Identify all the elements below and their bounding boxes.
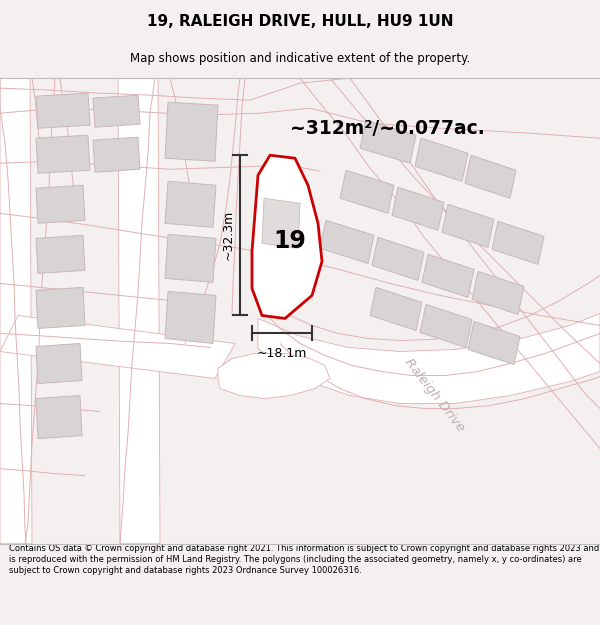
Text: Map shows position and indicative extent of the property.: Map shows position and indicative extent…: [130, 52, 470, 65]
Polygon shape: [165, 181, 216, 228]
Polygon shape: [218, 354, 330, 399]
Polygon shape: [442, 204, 494, 248]
Polygon shape: [36, 344, 82, 384]
Polygon shape: [36, 185, 85, 223]
Polygon shape: [252, 155, 322, 319]
Text: Raleigh Drive: Raleigh Drive: [403, 356, 467, 434]
Polygon shape: [36, 93, 90, 128]
Polygon shape: [36, 288, 85, 329]
Text: 19: 19: [274, 229, 307, 253]
Polygon shape: [93, 138, 140, 172]
Text: Contains OS data © Crown copyright and database right 2021. This information is : Contains OS data © Crown copyright and d…: [9, 544, 599, 576]
Text: ~312m²/~0.077ac.: ~312m²/~0.077ac.: [290, 119, 485, 138]
Polygon shape: [472, 271, 524, 314]
Polygon shape: [360, 120, 416, 163]
Polygon shape: [36, 236, 85, 273]
Text: 19, RALEIGH DRIVE, HULL, HU9 1UN: 19, RALEIGH DRIVE, HULL, HU9 1UN: [147, 14, 453, 29]
Polygon shape: [370, 288, 422, 331]
Polygon shape: [0, 78, 32, 544]
Polygon shape: [0, 316, 235, 379]
Polygon shape: [258, 314, 600, 404]
Polygon shape: [165, 234, 216, 282]
Polygon shape: [392, 188, 444, 231]
Polygon shape: [165, 291, 216, 344]
Polygon shape: [468, 321, 520, 364]
Polygon shape: [465, 155, 516, 198]
Polygon shape: [340, 170, 394, 213]
Polygon shape: [320, 221, 374, 263]
Polygon shape: [165, 102, 218, 161]
Polygon shape: [492, 221, 544, 264]
Polygon shape: [372, 238, 424, 281]
Polygon shape: [36, 396, 82, 439]
Polygon shape: [262, 198, 300, 248]
Polygon shape: [415, 138, 468, 181]
Polygon shape: [420, 304, 472, 348]
Text: ~32.3m: ~32.3m: [222, 210, 235, 261]
Polygon shape: [118, 78, 160, 544]
Text: ~18.1m: ~18.1m: [257, 348, 307, 361]
Polygon shape: [36, 135, 90, 173]
Polygon shape: [422, 254, 474, 298]
Polygon shape: [93, 95, 140, 128]
